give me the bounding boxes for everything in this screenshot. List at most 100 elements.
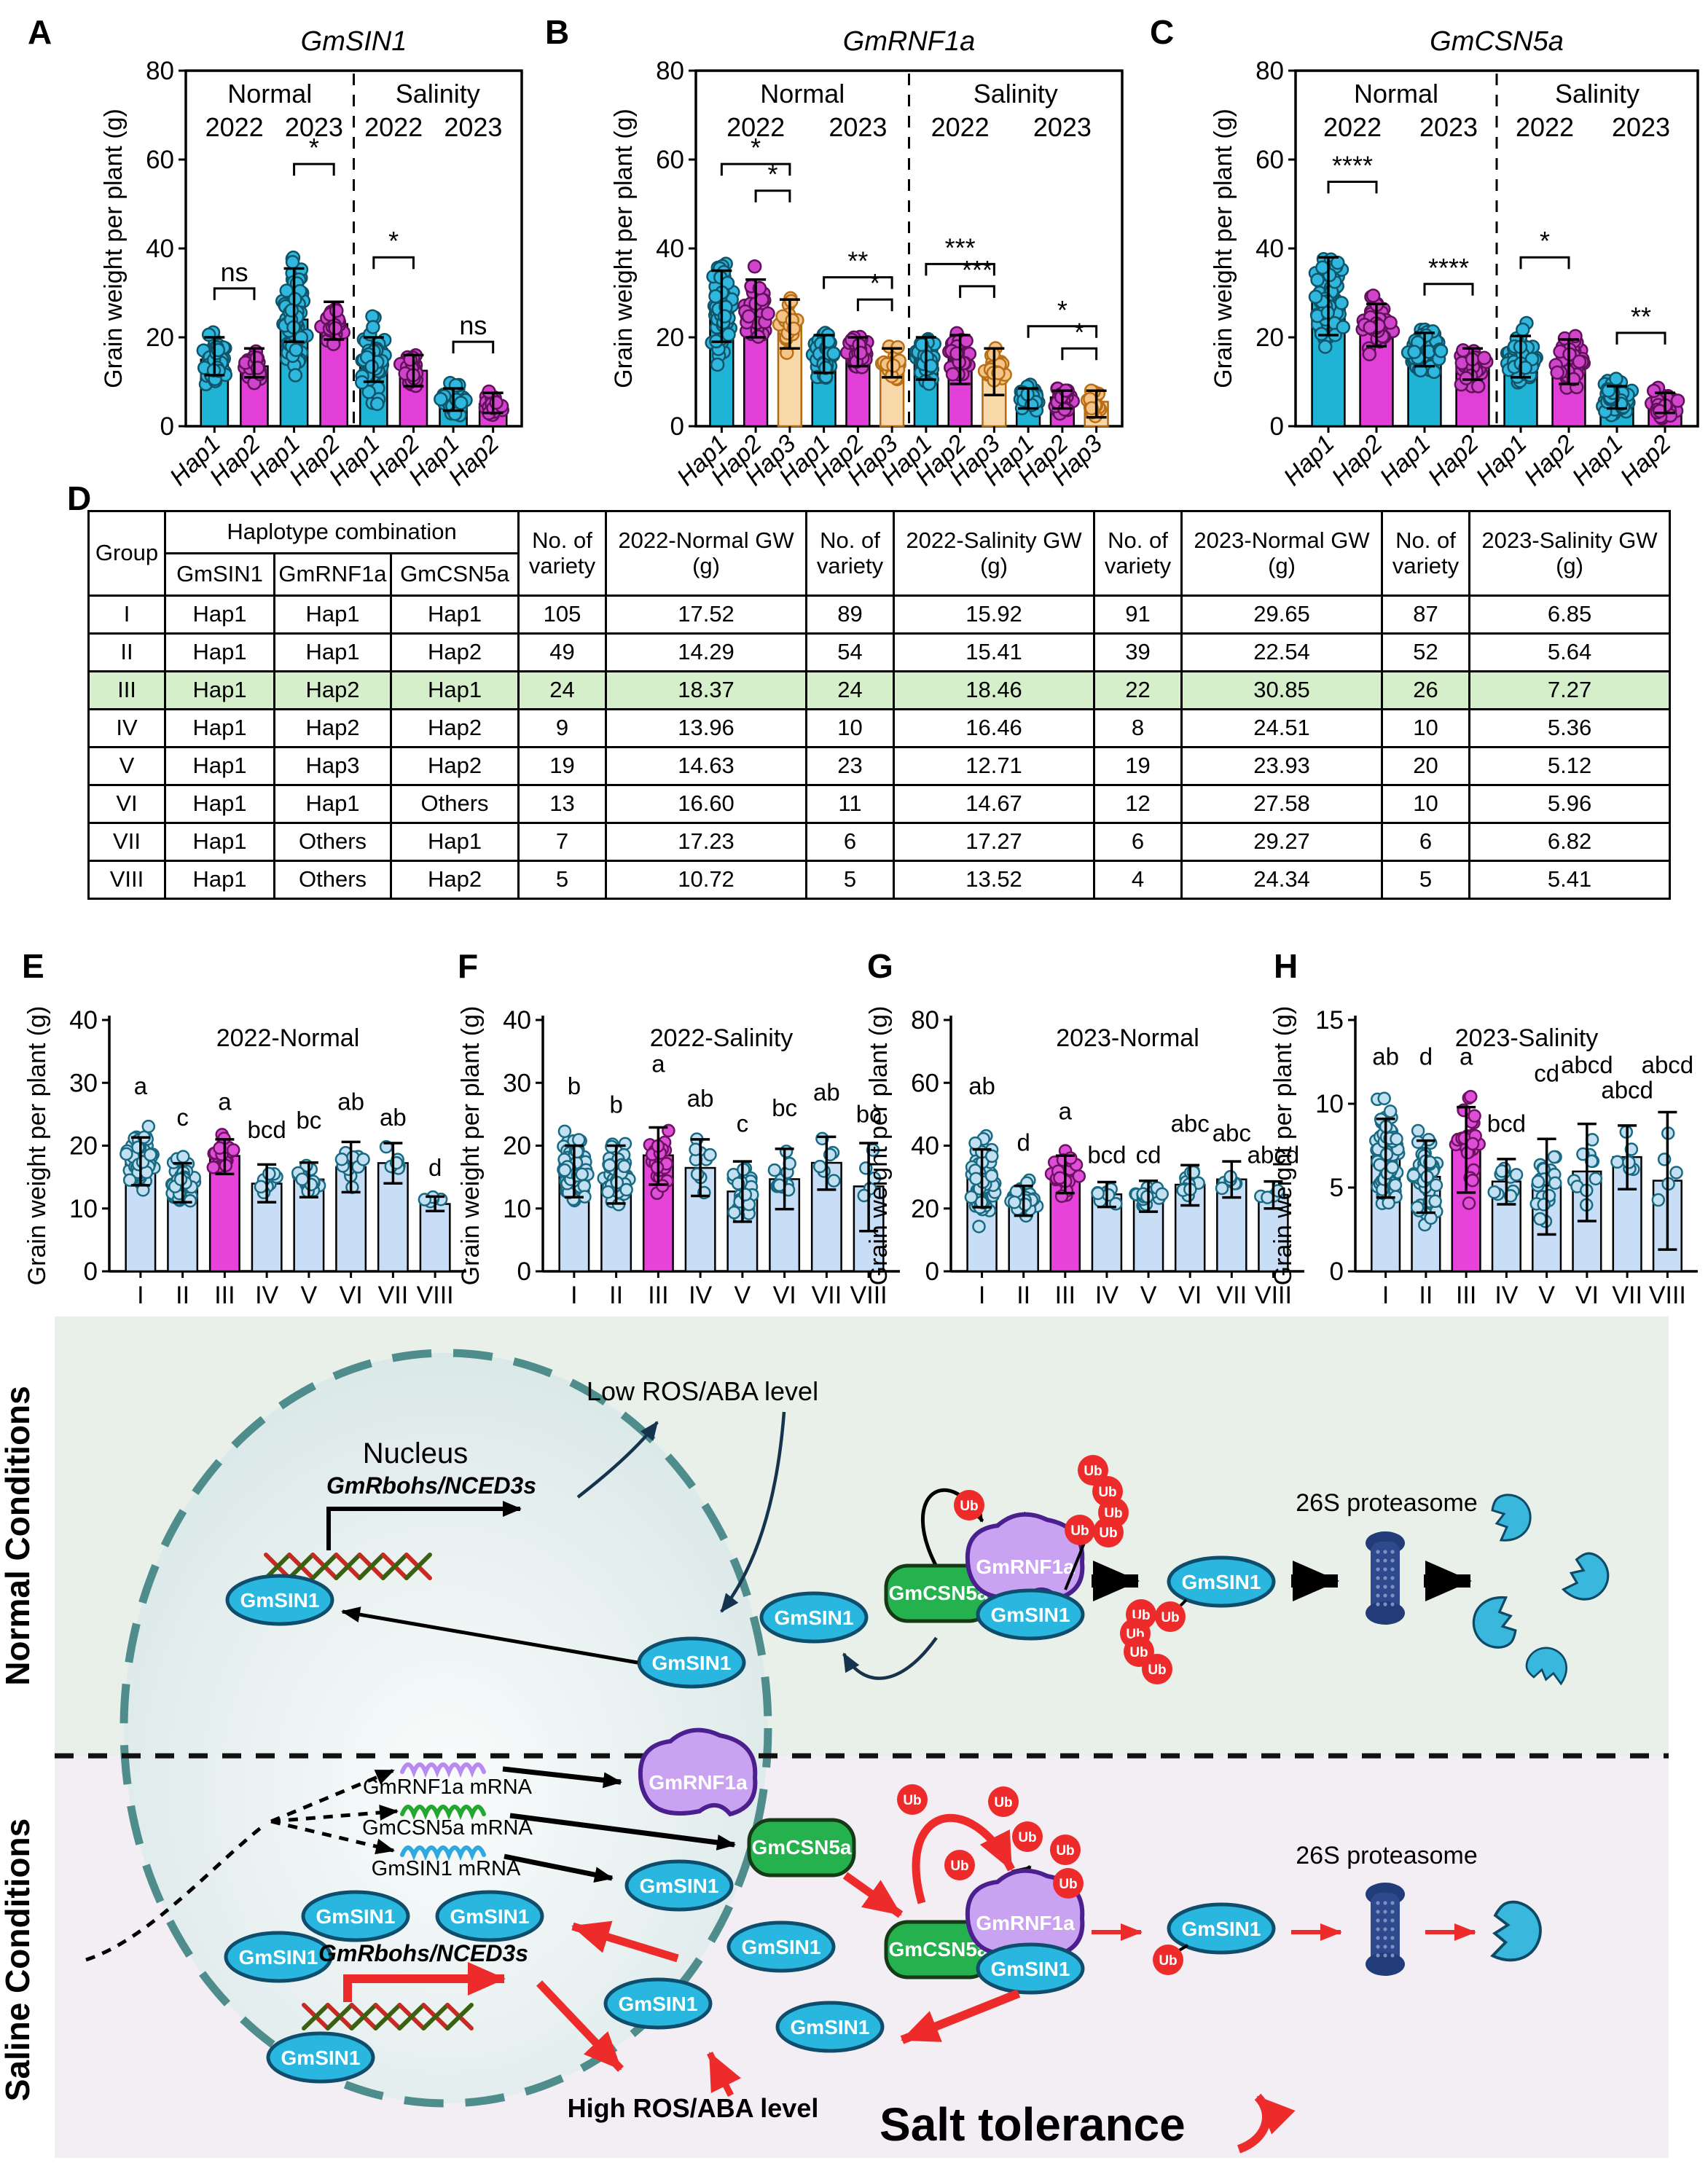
scatter-point: [1310, 272, 1325, 287]
scatter-point: [1155, 1187, 1169, 1201]
scatter-point: [1610, 1155, 1624, 1169]
y-tick-label: 0: [1330, 1257, 1344, 1286]
scatter-point: [1533, 1212, 1547, 1226]
x-tick-label: I: [979, 1282, 985, 1309]
table-cell: Hap1: [164, 860, 275, 900]
sig-bracket: [925, 262, 995, 276]
scatter-point: [984, 1149, 999, 1164]
scatter-point: [618, 1137, 632, 1151]
proteasome-label-top: 26S proteasome: [1296, 1489, 1478, 1517]
scatter-point: [557, 1163, 572, 1177]
letter-label: ab: [813, 1078, 840, 1105]
x-tick-label: IV: [255, 1282, 278, 1309]
table-cell: Others: [389, 784, 520, 824]
scatter-point: [923, 358, 939, 374]
scatter-point: [1465, 1173, 1480, 1188]
scatter-point: [366, 320, 380, 334]
letter-label: bc: [296, 1107, 321, 1134]
scatter-point: [1407, 345, 1422, 359]
table-cell: 29.65: [1180, 595, 1384, 635]
label: Ub: [1129, 1645, 1148, 1660]
table-cell: Hap1: [164, 822, 275, 862]
gmsin1-node: GmSIN1: [624, 1859, 734, 1912]
table-cell: Hap2: [389, 708, 520, 748]
letter-label: ab: [380, 1104, 407, 1131]
scatter-point: [1362, 347, 1377, 361]
table-cell: 5.36: [1468, 708, 1672, 748]
scatter-point: [285, 255, 300, 270]
letter-label: ab: [337, 1088, 364, 1115]
sig-bracket: [720, 162, 791, 176]
panel-letter-D: D: [67, 479, 91, 517]
table-cell: 11: [805, 784, 896, 824]
col-header-novariety-2: No. of variety: [805, 510, 896, 597]
col-header-gmsin1: GmSIN1: [164, 552, 275, 597]
table-cell: Hap1: [164, 632, 275, 672]
scatter-point: [1477, 350, 1492, 365]
x-tick-label: VII: [378, 1282, 409, 1309]
haplotype-combination-table: Group Haplotype combination No. of varie…: [87, 510, 1672, 900]
scatter-point: [1336, 320, 1351, 334]
y-tick-label: 30: [69, 1069, 98, 1097]
table-cell: 14.63: [605, 746, 808, 786]
y-axis-label: Grain weight per plant (g): [100, 109, 128, 388]
table-cell: 24.34: [1180, 860, 1384, 900]
x-tick-label: III: [1055, 1282, 1076, 1309]
x-tick-label: IV: [1095, 1282, 1119, 1309]
label: GmSIN1: [619, 1993, 698, 2015]
scatter-point: [717, 309, 732, 323]
y-tick-label: 40: [69, 1006, 98, 1035]
scatter-point: [1531, 1174, 1546, 1189]
table-cell: 12.71: [893, 746, 1096, 786]
sig-label: ****: [1428, 253, 1469, 283]
ub-icon: Ub: [1012, 1821, 1043, 1852]
sig-bracket: [293, 162, 335, 176]
x-tick-label: VIII: [417, 1282, 454, 1309]
scatter-point: [708, 289, 723, 304]
scatter-point: [1651, 1193, 1666, 1207]
letter-label: a: [1059, 1097, 1073, 1124]
letter-label: bc: [772, 1094, 797, 1121]
scatter-point: [826, 346, 841, 361]
label: GmSIN1: [281, 2047, 361, 2069]
y-tick-label: 0: [517, 1257, 531, 1286]
y-tick-label: 40: [911, 1132, 939, 1161]
table-cell: 23: [805, 746, 896, 786]
y-tick-label: 20: [146, 323, 174, 352]
x-tick-label: VI: [1178, 1282, 1202, 1309]
arrow: [270, 1804, 399, 1824]
x-tick-label: Hap2: [1615, 430, 1676, 491]
x-tick-label: III: [648, 1282, 668, 1309]
label: GmCSN5a: [889, 1938, 989, 1961]
scatter-point: [853, 345, 868, 361]
label: GmCSN5a: [752, 1836, 852, 1859]
gmsin1-node: GmSIN1: [224, 1931, 333, 1983]
x-tick-label: VI: [773, 1282, 796, 1309]
gmsin1-node: GmSIN1: [726, 1920, 836, 1973]
scatter-point: [1072, 1169, 1086, 1183]
y-tick-label: 30: [503, 1069, 531, 1097]
table-cell: 10: [1381, 708, 1471, 748]
letter-label: abcd: [1247, 1142, 1300, 1169]
y-tick-label: 80: [656, 57, 684, 85]
scatter-point: [328, 321, 342, 336]
label: Ub: [1161, 1610, 1179, 1625]
scatter-point: [1622, 1155, 1636, 1169]
scatter-point: [1420, 1169, 1434, 1184]
label: GmSIN1: [652, 1652, 732, 1674]
proteasome-icon: [1366, 1531, 1405, 1625]
table-cell: 18.46: [893, 670, 1096, 710]
scatter-point: [1550, 365, 1564, 380]
table-cell: IV: [87, 708, 166, 748]
table-cell: 24.51: [1180, 708, 1384, 748]
label: GmSIN1: [239, 1946, 318, 1969]
scatter-point: [1547, 1150, 1562, 1164]
arrow: [900, 1989, 1021, 2044]
y-axis-label: Grain weight per plant (g): [457, 1006, 485, 1286]
table-cell: Hap2: [389, 860, 520, 900]
arrow: [1237, 2093, 1296, 2154]
degraded-protein-icon: [1472, 1596, 1517, 1649]
table-cell: Hap2: [273, 708, 392, 748]
scatter-point: [364, 359, 379, 374]
sig-label: *: [870, 268, 880, 298]
